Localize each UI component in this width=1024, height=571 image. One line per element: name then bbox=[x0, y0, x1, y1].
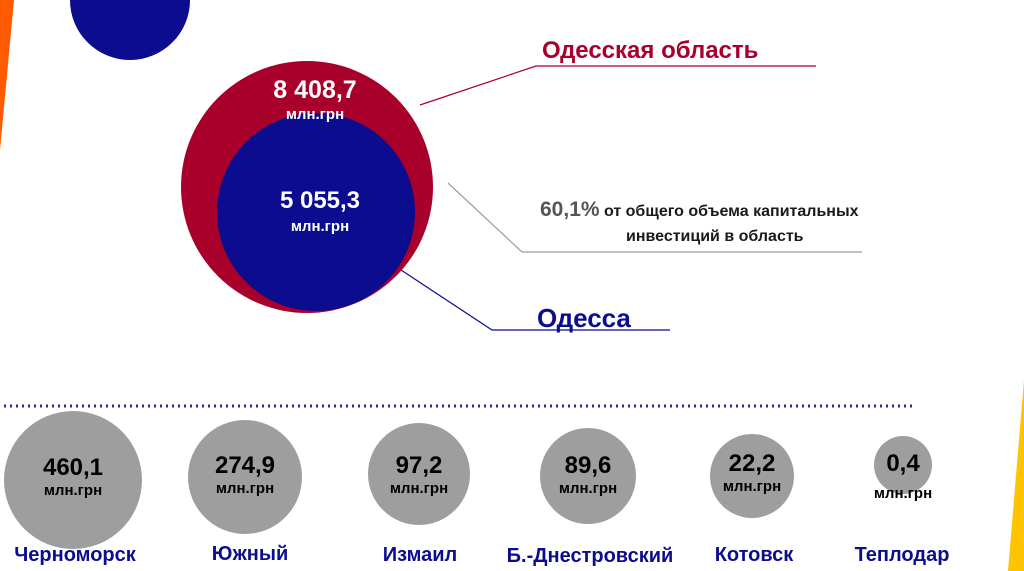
city-name: Теплодар bbox=[854, 544, 950, 566]
city-bubble bbox=[874, 436, 932, 494]
city-main-value: 5 055,3 bbox=[279, 187, 361, 214]
city-unit: млн.грн bbox=[389, 480, 449, 497]
city-main-unit: млн.грн bbox=[290, 218, 350, 235]
city-unit: млн.грн bbox=[215, 480, 275, 497]
share-note: 60,1% от общего объема капитальных bbox=[540, 198, 930, 222]
city-name: Черноморск bbox=[14, 544, 136, 566]
share-percent: 60,1% bbox=[540, 198, 600, 221]
region-connector-line bbox=[419, 65, 816, 106]
city-name: Измаил bbox=[382, 544, 458, 566]
city-main-name-label: Одесса bbox=[537, 303, 631, 333]
city-value: 97,2 bbox=[395, 452, 443, 479]
city-circle bbox=[217, 113, 415, 311]
city-unit: млн.грн bbox=[558, 480, 618, 497]
right-yellow-stripe bbox=[1008, 380, 1024, 571]
city-name: Котовск bbox=[714, 544, 794, 566]
city-bubble bbox=[188, 420, 302, 534]
city-bubble bbox=[4, 411, 142, 549]
city-bubble bbox=[710, 434, 794, 518]
city-value: 274,9 bbox=[214, 452, 276, 479]
left-orange-stripe bbox=[0, 0, 14, 150]
region-name-label: Одесская область bbox=[542, 37, 759, 64]
city-unit: млн.грн bbox=[43, 482, 103, 499]
share-connector-line bbox=[447, 182, 862, 253]
city-value: 0,4 bbox=[886, 450, 920, 477]
city-value: 460,1 bbox=[42, 454, 104, 481]
city-value: 22,2 bbox=[728, 450, 776, 477]
city-bubble bbox=[540, 428, 636, 524]
region-unit: млн.грн bbox=[285, 106, 345, 123]
city-unit: млн.грн bbox=[873, 485, 933, 502]
city-connector-line bbox=[397, 267, 670, 331]
city-unit: млн.грн bbox=[722, 478, 782, 495]
share-text-line2: инвестиций в область bbox=[626, 228, 804, 245]
city-bubble bbox=[368, 423, 470, 525]
city-value: 89,6 bbox=[564, 452, 612, 479]
region-value: 8 408,7 bbox=[273, 76, 357, 104]
share-text-line1: от общего объема капитальных bbox=[604, 203, 859, 220]
city-name: Южный bbox=[211, 543, 289, 565]
top-navy-arc bbox=[70, 0, 190, 60]
city-name: Б.-Днестровский bbox=[506, 545, 674, 567]
